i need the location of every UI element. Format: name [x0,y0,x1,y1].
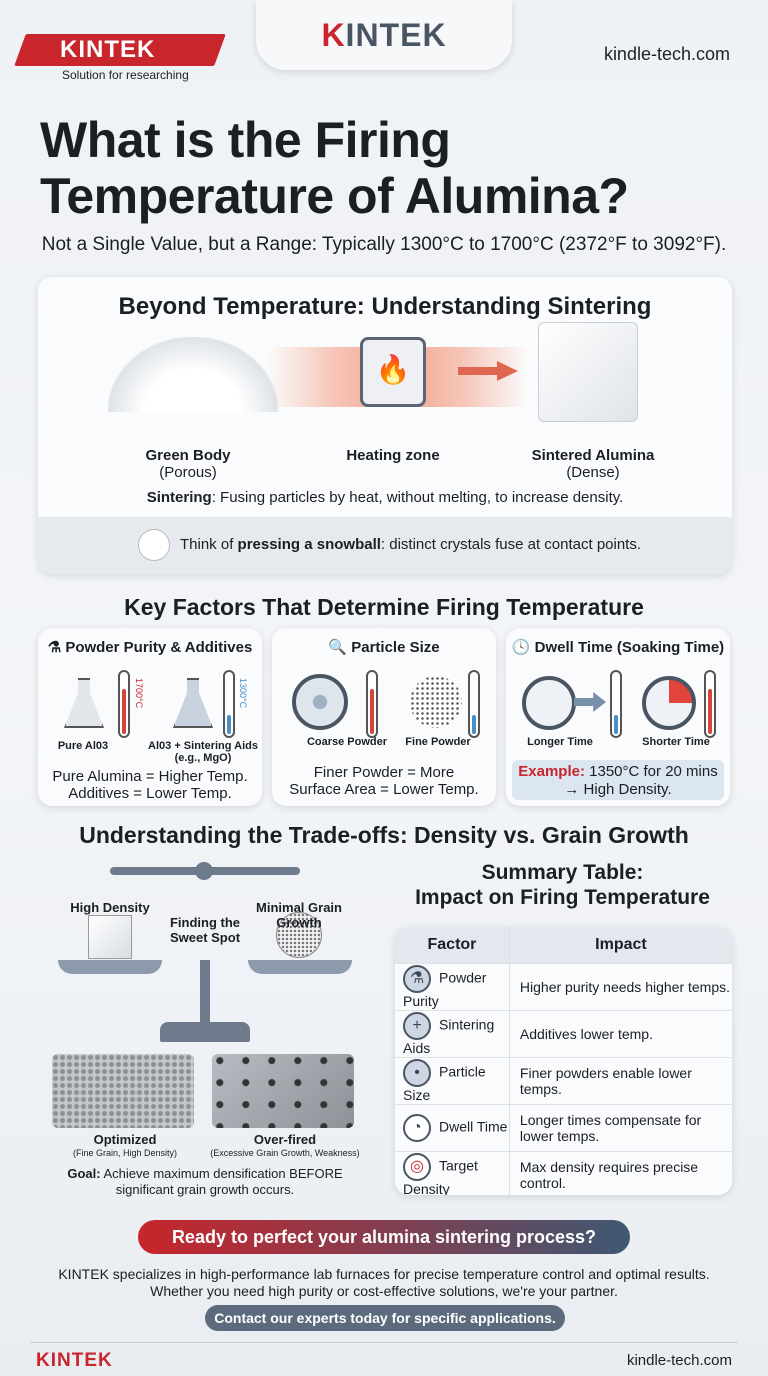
stage-green-body: Green Body (Porous) [145,447,231,481]
micrograph-overfired [212,1054,354,1128]
thermometer-hot [704,670,716,738]
footer-logo: KINTEK [36,1350,113,1371]
table-row: ◎ Target Density Max density requires prec… [395,1150,732,1195]
micro-sublabel: (Excessive Grain Growth, Weakness) [210,1148,360,1158]
factor-text: Finer Powder = More Surface Area = Lower… [289,764,479,798]
table-row: • Particle Size Finer powders enable lower… [395,1056,732,1104]
scale-stand [200,960,210,1030]
scale-pan-left [58,960,162,974]
flask-icon: ⚗ [47,639,66,656]
factor-card-particle: 🔍 Particle Size Coarse Powder Fine Powde… [272,628,496,806]
example-box: Example: 1350°C for 20 mins → High Densi… [512,760,724,800]
furnace-icon: 🔥 [360,337,426,407]
scale-base [160,1022,250,1042]
column-header: Factor [395,927,510,963]
sintering-heading: Beyond Temperature: Understanding Sinter… [118,293,652,320]
factor-text: Pure Alumina = Higher Temp. Additives = … [52,768,248,802]
sintering-definition: Sintering: Fusing particles by heat, wit… [146,489,624,506]
dense-cube-image [88,915,132,959]
table-row: ◔ Dwell Time Longer times compensate for l… [395,1103,732,1151]
summary-table: Factor Impact ⚗ Powder Purity Higher purity… [395,927,732,1195]
item-label: Fine Powder [405,736,471,748]
plus-icon: + [403,1011,431,1040]
summary-title: Summary Table: Impact on Firing Temperatu… [415,861,710,909]
footer-divider [30,1342,738,1343]
clock-longer-image [522,676,576,730]
item-label: Longer Time [527,736,593,748]
tradeoffs-heading: Understanding the Trade-offs: Density vs… [79,822,689,848]
column-header: Impact [509,927,732,963]
factor-title: 🕓 Dwell Time (Soaking Time) [511,639,725,656]
snowball-icon [138,529,170,561]
scale-pan-right [248,960,352,974]
magnifier-icon: 🔍 [328,639,352,656]
flask-image [64,678,104,728]
micrograph-optimized [52,1054,194,1128]
micro-sublabel: (Fine Grain, High Density) [72,1148,178,1158]
flask-icon: ⚗ [403,964,431,993]
thermometer-cool [223,670,235,738]
flask-image [173,678,213,728]
item-label: Al03 + Sintering Aids (e.g., MgO) [148,740,258,764]
factor-title: ⚗ Powder Purity & Additives [47,639,253,656]
analogy-bar: Think of pressing a snowball: distinct c… [38,517,732,574]
item-label: Shorter Time [642,736,710,748]
factor-title: 🔍 Particle Size [328,639,440,656]
subtitle: Not a Single Value, but a Range: Typical… [41,234,727,255]
factor-card-purity: ⚗ Powder Purity & Additives 1700°C 1300°… [38,628,262,806]
logo: KINTEK [60,36,156,63]
micro-label: Optimized [93,1132,157,1147]
clock-icon: ◔ [403,1113,431,1142]
powder-pile-image [108,337,278,412]
fine-powder-image [410,676,462,728]
footer-website-link[interactable]: kindle-tech.com [626,1352,732,1369]
coarse-powder-image [292,674,348,730]
scale-label-right: Minimal Grain Growth [256,900,342,930]
sintering-card: Beyond Temperature: Understanding Sinter… [38,277,732,574]
goal-text: Goal: Achieve maximum densification BEFO… [67,1166,343,1197]
brand-rest: INTEK [345,17,447,53]
table-row: ⚗ Powder Purity Higher purity needs higher… [395,962,732,1010]
contact-button[interactable]: Contact our experts today for specific a… [205,1305,565,1331]
factors-heading: Key Factors That Determine Firing Temper… [124,594,644,620]
center-brand: KINTEK [256,0,512,70]
thermo-label: 1300°C [238,678,248,709]
logo-tagline: Solution for researching [62,68,189,82]
factor-card-dwell: 🕓 Dwell Time (Soaking Time) Longer Time … [506,628,730,806]
grain-sphere-image [276,912,322,958]
scale-label-center: Finding the Sweet Spot [169,915,241,945]
target-icon: ◎ [403,1152,431,1181]
cta-body: KINTEK specializes in high-performance l… [58,1266,710,1299]
thermometer-hot [118,670,130,738]
thermometer-cool [610,670,622,738]
micro-label: Over-fired [253,1132,317,1147]
item-label: Pure Al03 [57,740,109,752]
cta-headline: Ready to perfect your alumina sintering … [138,1220,630,1254]
arrow-icon [574,692,606,712]
thermometer-cool [468,670,480,738]
clock-icon: 🕓 [511,639,535,656]
particle-icon: • [403,1058,431,1087]
clock-shorter-image [642,676,696,730]
scale-pivot [195,862,213,880]
sintered-cube-image [538,322,638,422]
analogy-text: Think of pressing a snowball: distinct c… [180,536,642,553]
table-row: + Sintering Aids Additives lower temp. [395,1009,732,1057]
brand-k: K [321,17,346,53]
scale-label-left: High Density [70,900,150,915]
thermo-label: 1700°C [134,678,144,709]
item-label: Coarse Powder [306,736,388,748]
page-title: What is the Firing Temperature of Alumin… [40,112,629,224]
stage-heating-zone: Heating zone [346,447,440,464]
stage-sintered: Sintered Alumina (Dense) [531,447,655,481]
website-link[interactable]: kindle-tech.com [603,44,730,64]
thermometer-hot [366,670,378,738]
